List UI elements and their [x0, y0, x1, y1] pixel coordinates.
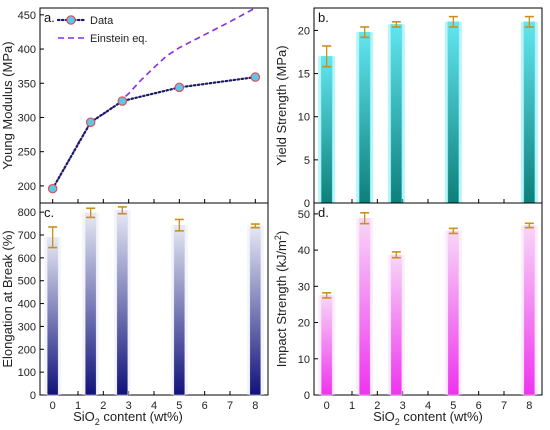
- axes-frame: [39, 7, 269, 204]
- data-point: [47, 183, 58, 194]
- bar: [173, 224, 186, 396]
- data-point: [85, 117, 96, 128]
- y-tick-label: 500: [18, 276, 36, 288]
- x-tick-label: 1: [75, 400, 81, 412]
- x-axis-label-left: SiO2 content (wt%): [73, 409, 183, 427]
- x-tick-label: 6: [202, 400, 208, 412]
- bar: [358, 217, 371, 396]
- panel-label: b.: [318, 10, 329, 25]
- y-tick-label: 400: [18, 44, 36, 56]
- x-tick-label: 2: [374, 400, 380, 412]
- panel-label: a.: [44, 10, 55, 25]
- y-tick-label: 200: [18, 181, 36, 193]
- x-tick-label: 6: [476, 400, 482, 412]
- bar: [358, 31, 371, 204]
- data-point: [174, 82, 185, 93]
- legend-label-einstein: Einstein eq.: [90, 33, 147, 45]
- x-tick-label: 8: [252, 400, 258, 412]
- y-tick-label: 20: [298, 318, 310, 330]
- y-tick-label: 5: [304, 155, 310, 167]
- y-tick-label: 250: [18, 147, 36, 159]
- y-tick-label: 20: [298, 25, 310, 37]
- bar: [447, 230, 460, 396]
- y-tick-label: 400: [18, 299, 36, 311]
- axes-frame: [39, 202, 269, 396]
- bar: [320, 56, 333, 204]
- axes-frame: [313, 202, 543, 396]
- data-point: [117, 96, 128, 106]
- bar: [116, 210, 129, 396]
- bar: [523, 225, 536, 396]
- panel-1: 200 250 300 350 400 450 a. Young Modulus (MPa) D…: [0, 7, 269, 204]
- y-tick-label: 15: [298, 69, 310, 81]
- y-tick-label: 10: [298, 354, 310, 366]
- x-tick-label: 7: [501, 400, 507, 412]
- y-axis-label: Impact Strength (kJ/m2): [273, 231, 289, 368]
- x-tick-label: 1: [349, 400, 355, 412]
- bar: [523, 21, 536, 204]
- panel-label: c.: [44, 205, 54, 220]
- legend-label-data: Data: [90, 15, 114, 27]
- x-tick-label: 5: [176, 400, 182, 412]
- y-tick-label: 30: [298, 281, 310, 293]
- panel-2: 0 5 10 15 20 b. Yield Strength (MPa): [274, 7, 543, 210]
- y-tick-label: 0: [30, 390, 36, 402]
- y-axis-label: Young Modulus (MPa): [0, 41, 15, 169]
- axes-frame: [313, 7, 543, 204]
- x-tick-label: 5: [450, 400, 456, 412]
- y-tick-label: 200: [18, 344, 36, 356]
- x-tick-label: 4: [425, 400, 431, 412]
- bar: [46, 237, 59, 396]
- panel-label: d.: [318, 205, 329, 220]
- bar: [84, 212, 97, 396]
- panel-4: 0 10 20 30 40 50 0 1 2 3 4 5 6 7 8 d. Impact Strength (k…: [273, 202, 543, 412]
- legend-marker-data: [66, 15, 76, 25]
- y-tick-label: 700: [18, 230, 36, 242]
- y-tick-label: 350: [18, 78, 36, 90]
- y-tick-label: 10: [298, 112, 310, 124]
- y-tick-label: 300: [18, 321, 36, 333]
- x-tick-label: 3: [126, 400, 132, 412]
- y-tick-label: 0: [304, 390, 310, 402]
- y-tick-label: 50: [298, 209, 310, 221]
- series-line-data: [51, 76, 257, 190]
- y-tick-label: 0: [304, 198, 310, 210]
- bar: [447, 21, 460, 204]
- y-axis-label: Yield Strength (MPa): [274, 45, 289, 165]
- bar: [390, 24, 403, 204]
- y-tick-label: 40: [298, 245, 310, 257]
- series-line-einstein: [51, 7, 256, 190]
- x-tick-label: 0: [324, 400, 330, 412]
- y-tick-label: 800: [18, 207, 36, 219]
- y-tick-label: 450: [18, 10, 36, 22]
- data-point: [250, 72, 261, 82]
- panel-3: 0 100 200 300 400 500 600 700 800 0 1 2 3 4 5 6 7 8 c. Elon…: [0, 202, 269, 412]
- x-tick-label: 8: [526, 400, 532, 412]
- x-tick-label: 7: [227, 400, 233, 412]
- y-axis-label: Elongation at Break (%): [0, 230, 15, 367]
- x-tick-label: 4: [151, 400, 157, 412]
- y-tick-label: 300: [18, 112, 36, 124]
- x-axis-label-right: SiO2 content (wt%): [373, 409, 483, 427]
- y-tick-label: 600: [18, 253, 36, 265]
- x-tick-label: 3: [400, 400, 406, 412]
- bar: [320, 295, 333, 396]
- bar: [390, 254, 403, 396]
- x-tick-label: 0: [50, 400, 56, 412]
- bar: [249, 225, 262, 396]
- y-tick-label: 100: [18, 367, 36, 379]
- x-tick-label: 2: [100, 400, 106, 412]
